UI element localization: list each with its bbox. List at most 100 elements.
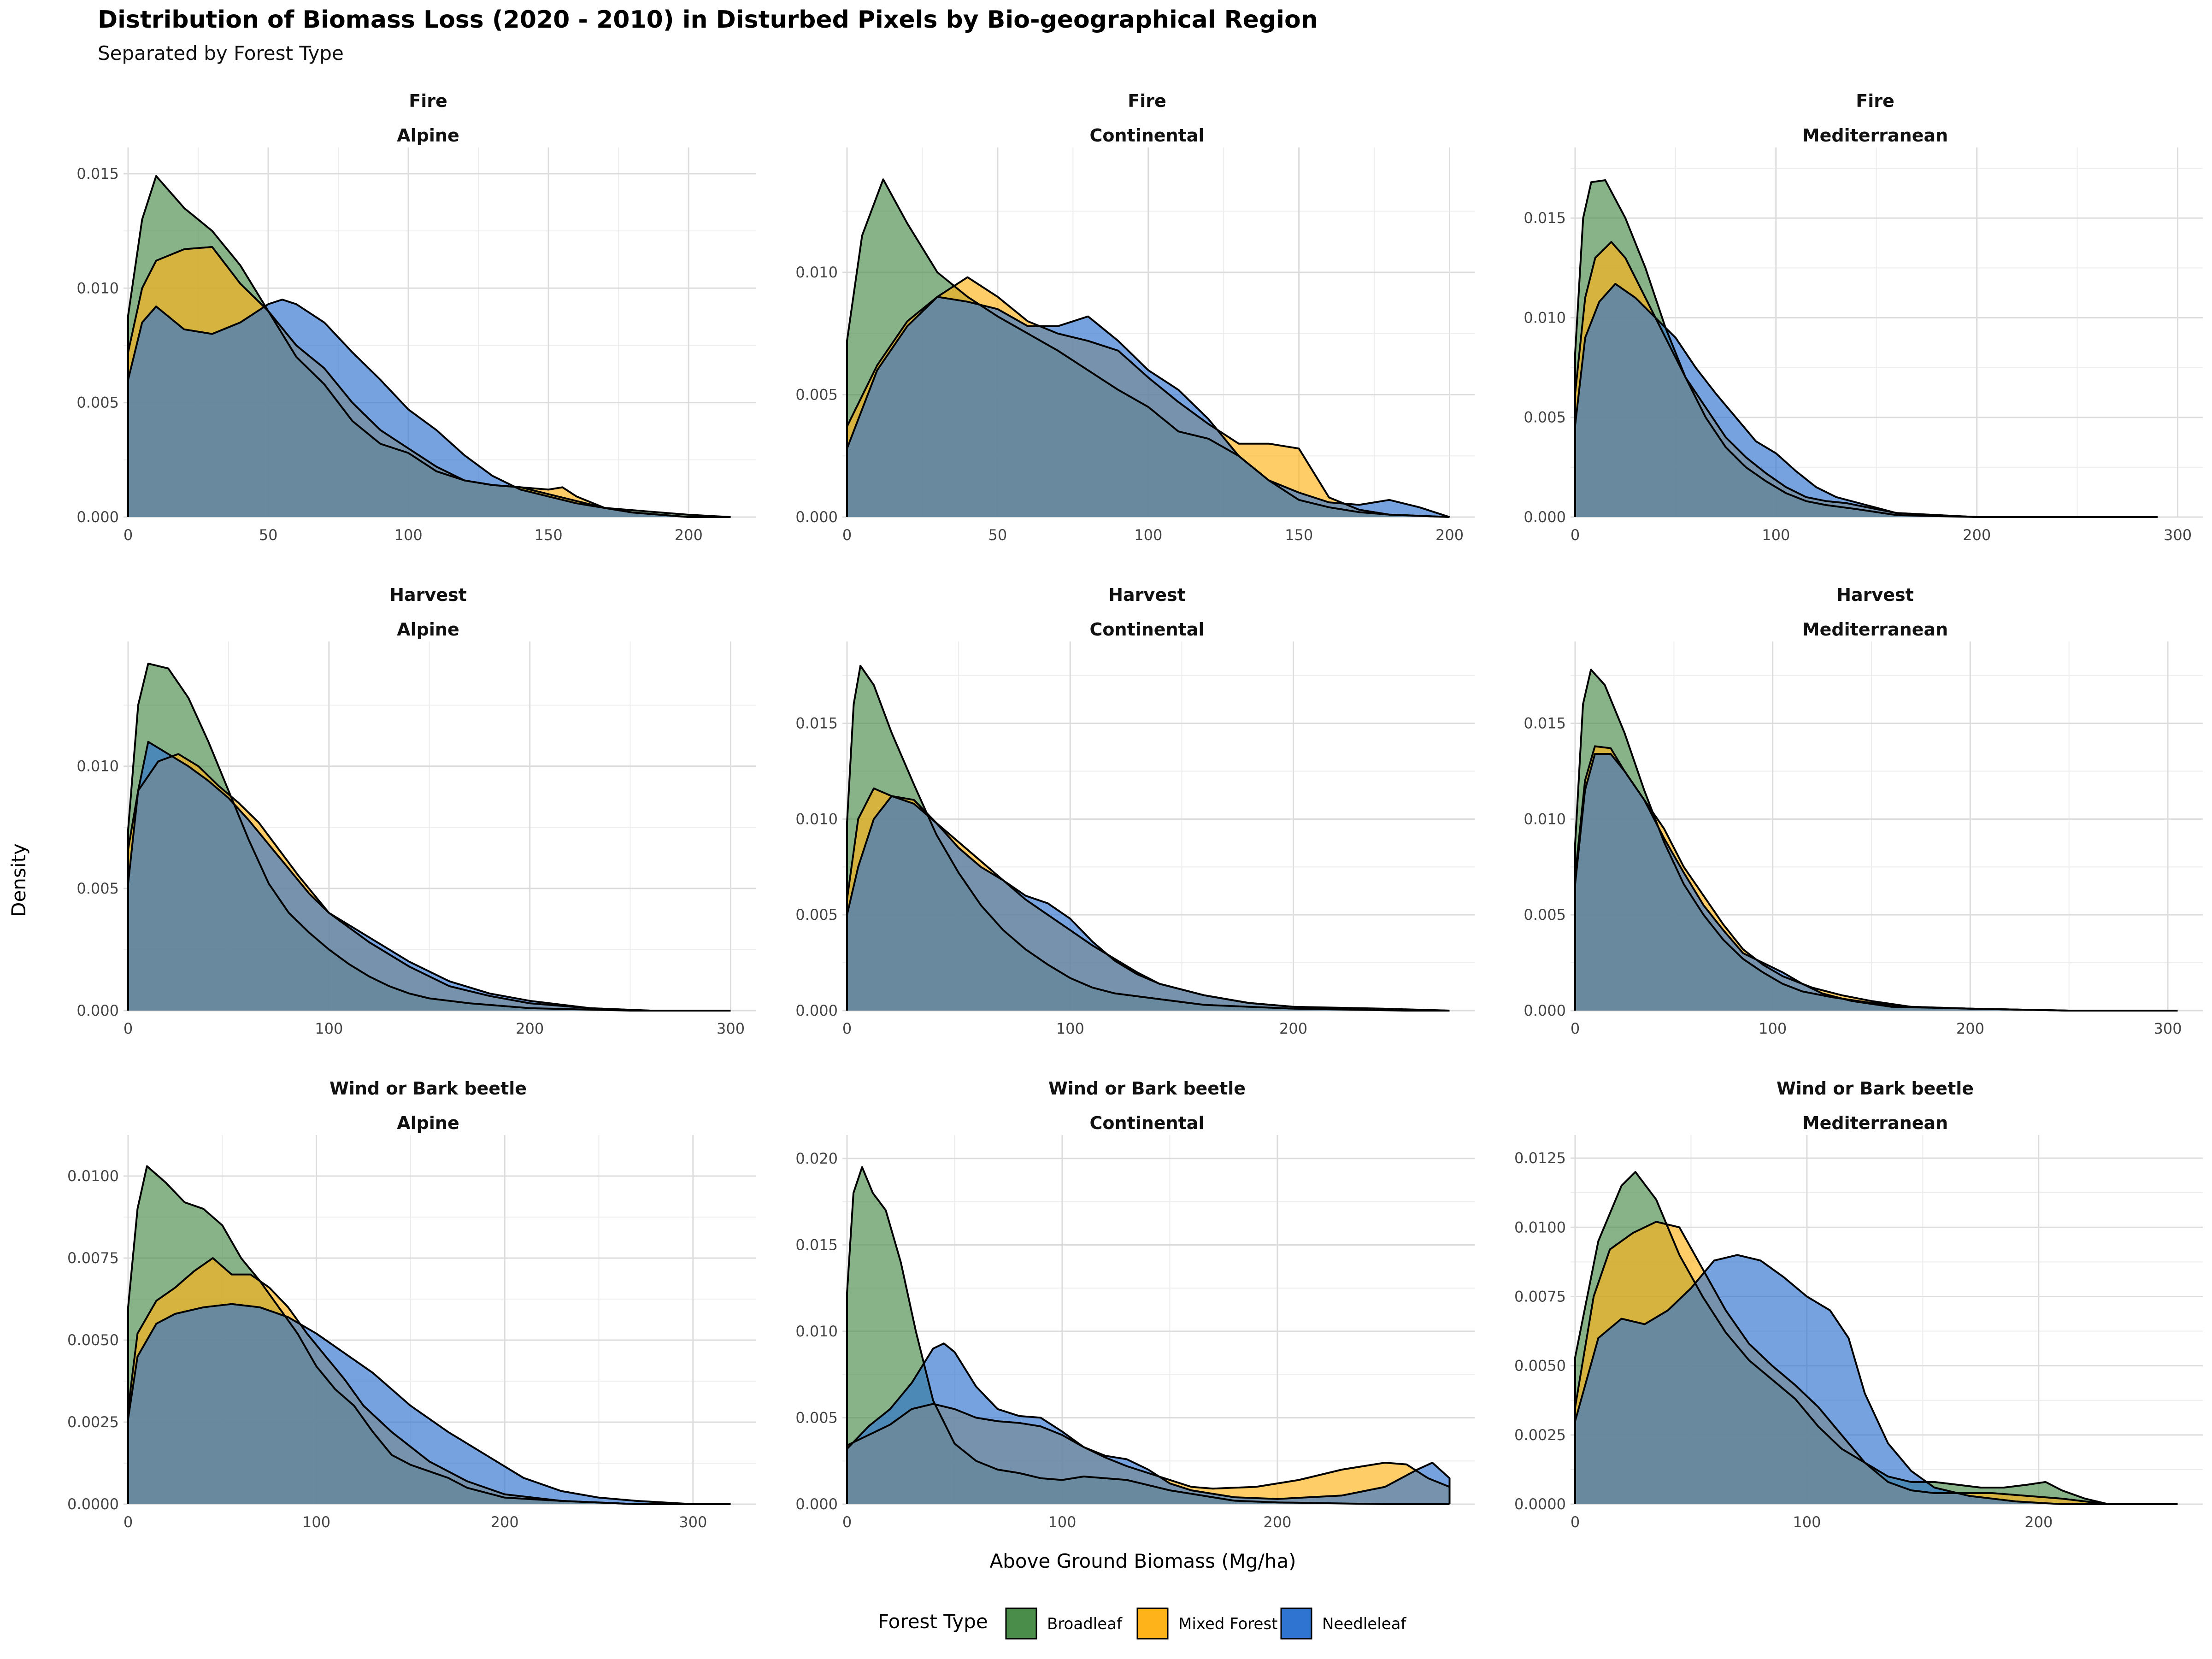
density-outline-needleleaf [127, 299, 731, 518]
x-tick-label: 100 [1056, 1020, 1084, 1037]
x-tick-label: 100 [1134, 526, 1162, 544]
y-tick-label: 0.010 [76, 279, 119, 297]
x-tick-label: 300 [679, 1513, 707, 1531]
strip-disturbance: Wind or Bark beetle [329, 1078, 527, 1099]
x-tick-label: 300 [2154, 1020, 2182, 1037]
y-tick-label: 0.015 [1524, 715, 1566, 732]
strip-region: Continental [1090, 125, 1205, 146]
legend-label-mixed-forest: Mixed Forest [1178, 1615, 1278, 1633]
x-tick-label: 0 [124, 1020, 133, 1037]
x-tick-label: 200 [1435, 526, 1464, 544]
y-tick-label: 0.0025 [67, 1413, 119, 1431]
legend-swatch-needleleaf [1280, 1607, 1312, 1640]
strip-region: Continental [1090, 619, 1205, 640]
legend-swatch-broadleaf [1005, 1607, 1037, 1640]
x-tick-label: 100 [1762, 526, 1790, 544]
y-tick-label: 0.005 [795, 386, 838, 404]
strip-region: Mediterranean [1802, 125, 1948, 146]
panel-fire-continental: Fire Continental 0 50 100 150 200 0.000 0.005 0.0… [795, 91, 1475, 544]
legend-label-needleleaf: Needleleaf [1322, 1615, 1406, 1633]
x-tick-label: 200 [2024, 1513, 2053, 1531]
x-tick-label: 0 [1571, 1513, 1580, 1531]
panel-wind-or-bark-beetle-alpine: Wind or Bark beetle Alpine 0 100 200 300 0.000… [67, 1078, 756, 1531]
strip-disturbance: Wind or Bark beetle [1777, 1078, 1974, 1099]
y-tick-label: 0.0075 [67, 1249, 119, 1267]
y-tick-label: 0.000 [76, 1002, 119, 1019]
density-outline-needleleaf [127, 1303, 731, 1505]
y-tick-label: 0.010 [76, 758, 119, 775]
y-tick-label: 0.000 [1524, 508, 1566, 526]
strip-disturbance: Harvest [1836, 585, 1914, 605]
x-tick-label: 100 [1793, 1513, 1821, 1531]
density-area-needleleaf [847, 796, 1450, 1011]
density-outline-broadleaf [846, 1166, 1450, 1505]
panel-fire-mediterranean: Fire Mediterranean 0 100 200 300 0.000 0.005 0.0… [1524, 91, 2203, 544]
strip-region: Alpine [397, 125, 459, 146]
x-tick-label: 0 [842, 526, 852, 544]
y-tick-label: 0.005 [795, 1409, 838, 1426]
x-tick-label: 200 [675, 526, 703, 544]
x-tick-label: 100 [394, 526, 423, 544]
y-axis-label: Density [7, 843, 30, 917]
y-tick-label: 0.000 [1524, 1002, 1566, 1019]
density-area-needleleaf [1575, 754, 2178, 1011]
panel-harvest-alpine: Harvest Alpine 0 100 200 300 0.000 0.005 0.010 [76, 585, 756, 1037]
legend-label-broadleaf: Broadleaf [1047, 1615, 1123, 1633]
strip-region: Alpine [397, 619, 459, 640]
y-tick-label: 0.0100 [67, 1167, 119, 1185]
y-tick-label: 0.000 [795, 1002, 838, 1019]
legend-swatch-mixed-forest [1136, 1607, 1169, 1640]
legend: Forest Type Broadleaf Mixed Forest Needl… [878, 1607, 1406, 1640]
x-tick-label: 100 [302, 1513, 330, 1531]
y-tick-label: 0.005 [76, 394, 119, 412]
y-tick-label: 0.005 [1524, 409, 1566, 426]
density-area-needleleaf [128, 1304, 731, 1504]
y-tick-label: 0.015 [795, 715, 838, 732]
density-outline-needleleaf [1574, 1254, 2178, 1505]
density-area-needleleaf [1575, 1255, 2178, 1504]
x-tick-label: 300 [2164, 526, 2192, 544]
panel-wind-or-bark-beetle-continental: Wind or Bark beetle Continental 0 100 200 0.0… [795, 1078, 1475, 1531]
density-outline-mixed-forest [127, 753, 731, 1012]
y-tick-label: 0.0025 [1514, 1426, 1566, 1444]
density-outline-broadleaf [127, 1165, 731, 1505]
density-outline-broadleaf [1574, 1171, 2178, 1505]
y-tick-label: 0.010 [1524, 810, 1566, 828]
facet-panels: Fire Alpine 0 50 100 150 200 0.000 0.005 0.010 0.0… [67, 91, 2203, 1531]
x-axis-label: Above Ground Biomass (Mg/ha) [989, 1550, 1296, 1572]
density-outline-needleleaf [1574, 282, 2158, 518]
x-tick-label: 50 [259, 526, 278, 544]
y-tick-label: 0.005 [1524, 906, 1566, 924]
x-tick-label: 50 [988, 526, 1007, 544]
panel-harvest-mediterranean: Harvest Mediterranean 0 100 200 300 0.000 0.005… [1524, 585, 2203, 1037]
y-tick-label: 0.0125 [1514, 1149, 1566, 1167]
panel-harvest-continental: Harvest Continental 0 100 200 0.000 0.005 0.010… [795, 585, 1475, 1037]
x-tick-label: 100 [1048, 1513, 1076, 1531]
strip-disturbance: Fire [1856, 91, 1894, 111]
y-tick-label: 0.0050 [67, 1331, 119, 1349]
y-tick-label: 0.010 [795, 810, 838, 828]
strip-disturbance: Harvest [389, 585, 467, 605]
density-outline-mixed-forest [1574, 745, 2178, 1012]
y-tick-label: 0.010 [795, 1323, 838, 1340]
x-tick-label: 100 [1759, 1020, 1787, 1037]
density-outline-broadleaf [1574, 179, 2158, 518]
density-area-needleleaf [128, 741, 731, 1011]
y-tick-label: 0.015 [1524, 209, 1566, 227]
panel-fire-alpine: Fire Alpine 0 50 100 150 200 0.000 0.005 0.010 0.0… [76, 91, 756, 544]
y-tick-label: 0.005 [795, 906, 838, 924]
y-tick-label: 0.000 [795, 1495, 838, 1513]
strip-region: Mediterranean [1802, 619, 1948, 640]
density-outline-broadleaf [127, 662, 731, 1012]
x-tick-label: 200 [1963, 526, 1991, 544]
y-tick-label: 0.010 [795, 264, 838, 281]
x-tick-label: 200 [1279, 1020, 1307, 1037]
y-tick-label: 0.000 [76, 508, 119, 526]
legend-title: Forest Type [878, 1610, 988, 1633]
x-tick-label: 200 [1956, 1020, 1984, 1037]
density-outline-broadleaf [846, 665, 1450, 1012]
y-tick-label: 0.000 [795, 508, 838, 526]
density-outline-mixed-forest [1574, 1221, 2178, 1505]
y-tick-label: 0.005 [76, 880, 119, 897]
